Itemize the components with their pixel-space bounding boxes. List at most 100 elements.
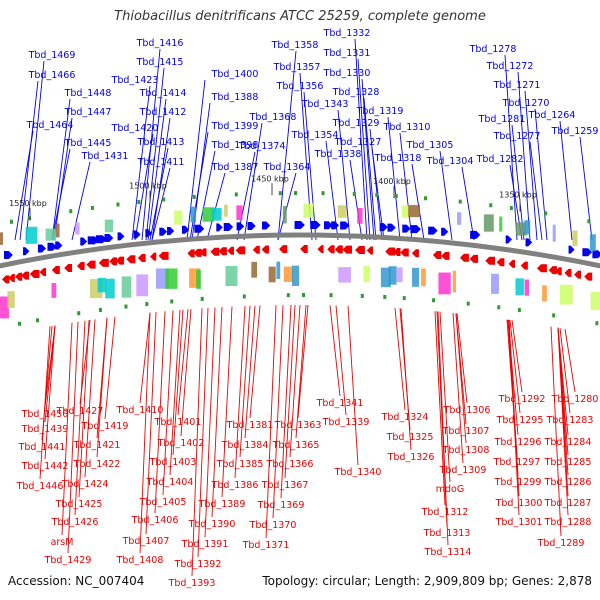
bottom-connector-line <box>244 305 256 439</box>
marker-dot <box>170 299 174 304</box>
top-gene-label: Tbd_1388 <box>211 92 259 103</box>
feature-block <box>408 205 420 218</box>
bottom-connector-line <box>295 304 307 439</box>
bottom-gene-label: Tbd_1308 <box>442 445 490 456</box>
bottom-gene-label: Tbd_1419 <box>81 421 129 432</box>
top-gene-label: Tbd_1259 <box>551 126 599 137</box>
reverse-gene-arrow <box>317 245 324 254</box>
marker-dot <box>587 219 591 224</box>
top-connector-line <box>147 98 167 241</box>
bottom-gene-label: Tbd_1289 <box>537 538 585 549</box>
forward-gene-arrow <box>133 230 141 239</box>
feature-block <box>224 204 228 217</box>
bottom-gene-label: Tbd_1341 <box>316 398 364 409</box>
feature-block <box>515 278 524 296</box>
feature-block <box>25 226 38 244</box>
top-gene-label: Tbd_1447 <box>64 107 112 118</box>
reverse-gene-arrow <box>441 251 450 260</box>
marker-dot <box>544 211 548 216</box>
feature-block <box>452 270 456 293</box>
forward-gene-arrow <box>428 226 438 235</box>
top-gene-label: Tbd_1329 <box>332 118 380 129</box>
bottom-gene-label: Tbd_1296 <box>494 437 542 448</box>
reverse-gene-arrow <box>150 252 157 261</box>
reverse-gene-arrow <box>218 247 227 256</box>
top-gene-label: Tbd_1387 <box>211 162 259 173</box>
marker-dot <box>137 200 141 205</box>
bottom-gene-label: Tbd_1285 <box>544 457 592 468</box>
bottom-gene-label: Tbd_1407 <box>122 536 170 547</box>
top-gene-label: Tbd_1398 <box>211 140 259 151</box>
bottom-connector-line <box>455 313 467 444</box>
top-gene-label: Tbd_1327 <box>334 137 382 148</box>
feature-block <box>363 265 370 283</box>
reverse-gene-arrow <box>115 256 125 265</box>
top-gene-label: Tbd_1420 <box>111 123 159 134</box>
top-gene-label: Tbd_1445 <box>64 138 112 149</box>
feature-block <box>303 203 314 218</box>
forward-gene-arrow <box>379 223 388 232</box>
reverse-gene-arrow <box>496 258 505 267</box>
feature-block <box>483 214 494 232</box>
bottom-gene-label: Tbd_1366 <box>266 459 314 470</box>
reverse-gene-arrow <box>385 247 396 256</box>
reverse-gene-arrow <box>51 266 60 275</box>
feature-block <box>196 269 201 289</box>
top-gene-label: Tbd_1423 <box>111 75 159 86</box>
feature-block <box>268 266 276 283</box>
forward-gene-arrow <box>216 223 223 232</box>
feature-block <box>524 279 529 296</box>
bottom-gene-label: Tbd_1386 <box>211 480 259 491</box>
bottom-gene-label: arsM <box>51 537 74 548</box>
bottom-connector-line <box>67 321 79 554</box>
reverse-gene-arrow <box>193 248 202 257</box>
feature-block <box>165 268 178 289</box>
marker-dot <box>77 311 81 316</box>
feature-block <box>236 205 243 221</box>
feature-block <box>572 230 578 246</box>
connector-lines <box>14 38 593 577</box>
marker-dot <box>352 191 356 196</box>
bottom-gene-label: Tbd_1300 <box>495 498 543 509</box>
reverse-gene-arrow <box>2 275 10 284</box>
bottom-connector-line <box>508 319 520 516</box>
feature-block <box>251 261 258 278</box>
marker-dot <box>509 206 513 211</box>
tick-label: 1350 kbp <box>499 191 537 200</box>
bottom-gene-label: Tbd_1408 <box>116 555 164 566</box>
bottom-connector-line <box>44 325 56 460</box>
top-connector-line <box>511 124 525 241</box>
forward-gene-arrow <box>387 223 396 232</box>
top-connector-line <box>579 136 593 241</box>
bottom-gene-label: Tbd_1286 <box>544 477 592 488</box>
bottom-gene-label: Tbd_1324 <box>381 412 429 423</box>
feature-block <box>283 266 294 282</box>
top-gene-label: Tbd_1354 <box>291 130 339 141</box>
bottom-connector-line <box>96 317 108 458</box>
reverse-gene-arrow <box>98 258 109 267</box>
marker-dot <box>432 298 436 303</box>
top-gene-label: Tbd_1464 <box>26 120 74 131</box>
forward-gene-arrow <box>525 238 533 247</box>
forward-gene-arrow <box>294 221 305 230</box>
top-connector-line <box>399 132 413 241</box>
forward-gene-arrow <box>323 221 333 230</box>
bottom-gene-label: Tbd_1403 <box>149 457 197 468</box>
bottom-connector-line <box>191 308 203 577</box>
bottom-gene-label: Tbd_1393 <box>168 578 216 589</box>
bottom-gene-label: Tbd_1295 <box>496 415 544 426</box>
reverse-gene-arrow <box>227 246 235 255</box>
forward-gene-arrow <box>470 230 481 239</box>
forward-gene-arrow <box>262 221 271 230</box>
top-connector-line <box>53 117 73 241</box>
feature-block <box>589 234 596 252</box>
forward-gene-arrow <box>505 235 512 244</box>
reverse-gene-arrow <box>109 257 118 266</box>
reverse-gene-arrow <box>366 246 374 255</box>
top-gene-label: Tbd_1281 <box>478 114 526 125</box>
top-gene-label: Tbd_1271 <box>493 80 541 91</box>
bottom-connector-line <box>180 309 192 437</box>
bottom-gene-label: Tbd_1406 <box>131 515 179 526</box>
bottom-connector-line <box>335 305 347 416</box>
accession-text: Accession: NC_007404 <box>8 574 145 588</box>
